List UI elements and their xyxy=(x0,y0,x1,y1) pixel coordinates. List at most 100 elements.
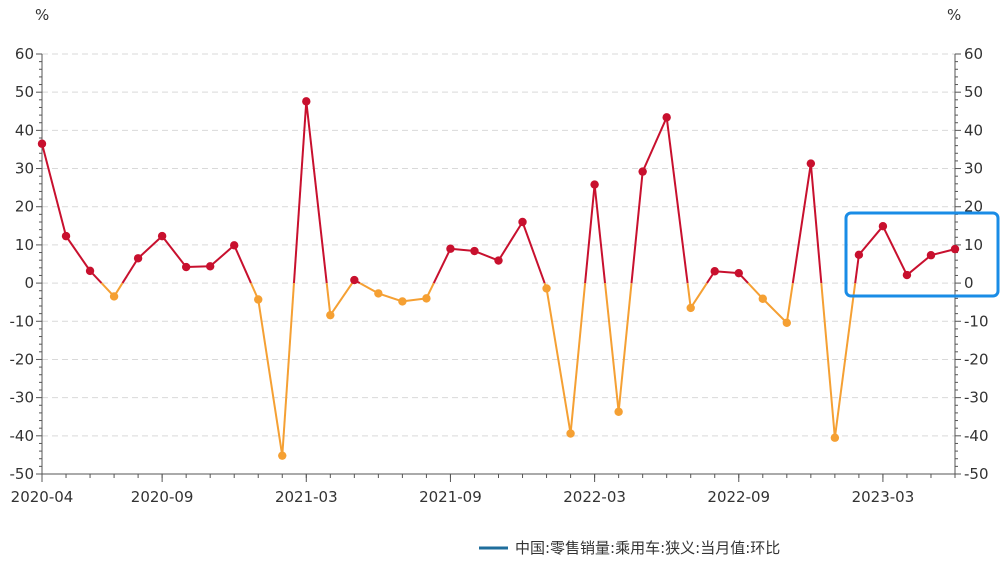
y-tick-label-left: 30 xyxy=(15,160,34,178)
y-tick-label-left: -10 xyxy=(10,312,35,330)
data-point xyxy=(638,167,647,176)
x-tick-label: 2020-04 xyxy=(11,488,74,506)
data-point xyxy=(230,241,239,250)
data-point xyxy=(734,268,743,278)
y-tick-label-right: -30 xyxy=(964,389,989,407)
series-segment xyxy=(121,257,139,284)
data-point xyxy=(157,231,167,241)
data-point xyxy=(710,267,719,276)
series-segment xyxy=(292,101,308,284)
data-point xyxy=(61,231,71,241)
series-segment xyxy=(604,282,620,412)
series-segment xyxy=(689,282,708,309)
data-point xyxy=(518,217,527,227)
series-segment xyxy=(281,283,295,456)
series-segment xyxy=(617,282,633,412)
series-segment xyxy=(432,248,452,284)
data-point xyxy=(902,270,912,280)
series-segment xyxy=(569,282,587,434)
grid-lines xyxy=(42,53,955,437)
legend-label: 中国:零售销量:乘用车:狭义:当月值:环比 xyxy=(515,539,780,557)
y-axis-right-unit: % xyxy=(947,6,961,24)
data-point xyxy=(806,159,816,168)
series-segment xyxy=(858,225,884,256)
x-tick-label: 2023-03 xyxy=(852,488,915,506)
series-segment xyxy=(325,282,332,316)
data-point xyxy=(494,256,503,265)
series-segment xyxy=(545,288,572,434)
data-point xyxy=(566,429,575,438)
data-point xyxy=(302,97,311,106)
x-tick-label: 2022-09 xyxy=(707,488,770,506)
data-point xyxy=(758,294,767,303)
data-point xyxy=(133,254,143,263)
series-segment xyxy=(497,221,524,262)
x-tick-label: 2020-09 xyxy=(131,488,194,506)
series-segment xyxy=(305,101,328,284)
series-segment xyxy=(854,254,860,284)
series-segment xyxy=(882,225,908,276)
series-segment xyxy=(41,143,67,237)
data-point xyxy=(662,113,671,122)
series-segment xyxy=(833,282,857,438)
data-point xyxy=(109,292,119,301)
y-tick-label-right: 0 xyxy=(964,274,974,292)
y-axis-right-ticks: -50 -40 -30 -20 -10 0 10 20 30 40 50 60 xyxy=(955,45,989,483)
series-segment xyxy=(233,244,252,284)
y-axis-left-unit: % xyxy=(35,6,49,24)
data-point xyxy=(37,139,47,148)
data-point xyxy=(686,303,695,313)
series-segment xyxy=(65,235,91,272)
series-segment xyxy=(762,298,788,324)
y-tick-label-right: 40 xyxy=(964,121,983,139)
data-point xyxy=(854,250,864,260)
x-tick-label: 2022-03 xyxy=(563,488,626,506)
series-segment xyxy=(521,221,546,284)
data-point xyxy=(278,451,287,460)
legend: 中国:零售销量:乘用车:狭义:当月值:环比 xyxy=(479,539,780,557)
series-segment xyxy=(641,116,668,173)
data-point xyxy=(590,180,599,189)
data-point xyxy=(374,289,383,298)
x-tick-label: 2021-03 xyxy=(275,488,338,506)
y-tick-label-right: -10 xyxy=(964,312,989,330)
series-segment xyxy=(209,244,235,268)
data-point xyxy=(350,275,359,285)
series-segment xyxy=(161,235,187,268)
y-tick-label-right: 60 xyxy=(964,45,983,63)
data-point xyxy=(470,246,479,256)
data-point xyxy=(422,294,431,303)
series-segment xyxy=(137,235,163,260)
data-point xyxy=(878,222,888,231)
data-point xyxy=(614,407,623,416)
data-point xyxy=(181,262,191,272)
y-tick-label-left: 40 xyxy=(15,121,34,139)
data-point xyxy=(205,262,215,271)
y-tick-label-left: -50 xyxy=(10,465,35,483)
data-point xyxy=(950,244,960,254)
data-point xyxy=(446,244,455,253)
series-line xyxy=(41,101,956,456)
highlight-box xyxy=(844,211,1000,298)
x-axis-ticks: 2020-04 2020-09 2021-03 2021-09 2022-03 2022-… xyxy=(11,474,956,506)
series-segment xyxy=(791,163,812,284)
data-point xyxy=(326,310,335,320)
y-tick-label-left: -40 xyxy=(10,427,35,445)
data-point xyxy=(85,266,95,276)
y-axis-left-ticks: -50 -40 -30 -20 -10 0 10 20 30 40 50 60 xyxy=(10,45,42,483)
series-segment xyxy=(329,282,354,316)
series-segment xyxy=(820,283,836,438)
y-tick-label-left: 10 xyxy=(15,236,34,254)
data-point xyxy=(542,284,551,293)
series-segment xyxy=(584,184,596,284)
series-segment xyxy=(785,282,794,323)
series-segment xyxy=(906,254,932,276)
x-tick-label: 2021-09 xyxy=(419,488,482,506)
series-segment xyxy=(474,250,499,262)
y-tick-label-left: 50 xyxy=(15,83,34,101)
data-point xyxy=(782,318,792,327)
series-segment xyxy=(378,292,403,303)
y-tick-label-right: -40 xyxy=(964,427,989,445)
y-tick-label-right: -50 xyxy=(964,465,989,483)
